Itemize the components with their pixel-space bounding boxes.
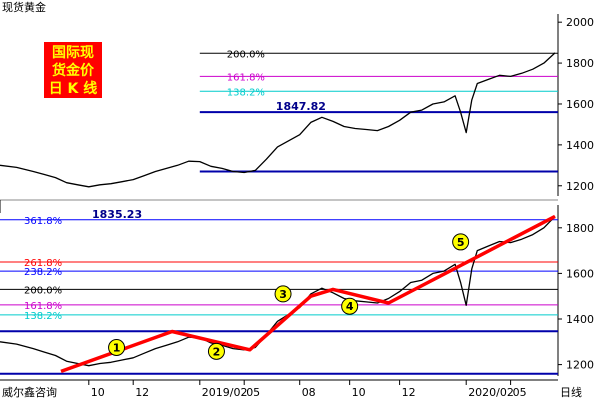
- bottom-level-label-fib161: 161.8%: [24, 301, 62, 312]
- wave-marker-5: [452, 233, 470, 251]
- bottom-y-tick-label: 1600: [566, 267, 594, 280]
- top-panel: 1200 1400 1600 1800 2000 200.0% 161.8% 138.2% 18…: [0, 14, 594, 196]
- trend-line: [60, 214, 556, 374]
- top-level-label-fib200: 200.0%: [227, 49, 265, 60]
- wave-marker-label-2: 2: [213, 345, 221, 358]
- bottom-y-tick-label: 1200: [566, 359, 594, 372]
- wave-marker-4: [341, 297, 359, 315]
- x-tick-label: 05: [246, 386, 260, 399]
- bottom-level-label-fib261: 261.8%: [24, 258, 62, 269]
- wave-marker-3: [274, 285, 292, 303]
- x-tick-label: 10: [352, 386, 366, 399]
- bottom-level-label-fib361: 361.8%: [24, 216, 62, 227]
- x-tick-label: 12: [402, 386, 416, 399]
- x-tick-label: 2020/02: [468, 386, 514, 399]
- x-tick-label: 10: [91, 386, 105, 399]
- bottom-level-label-fib200: 200.0%: [24, 285, 62, 296]
- top-y-tick-label: 2000: [566, 16, 594, 29]
- top-y-tick-label: 1200: [566, 180, 594, 193]
- legend-box-bg: [44, 42, 102, 98]
- top-y-tick-label: 1800: [566, 57, 594, 70]
- bottom-panel: 1200 1400 1600 1800 361.8% 261.8%238.2% 200.0%…: [0, 205, 594, 376]
- chart-title: 现货黄金: [2, 0, 46, 14]
- top-price-line: [0, 52, 556, 188]
- wave-marker-label-5: 5: [457, 236, 465, 249]
- x-tick-label: 05: [513, 386, 527, 399]
- bottom-y-tick-label: 1400: [566, 313, 594, 326]
- wave-marker-label-4: 4: [346, 300, 354, 313]
- top-level-label-fib161: 161.8%: [227, 72, 265, 83]
- wave-marker-label-1: 1: [113, 342, 121, 355]
- bottom-level-label-fib138: 138.2%: [24, 311, 62, 322]
- wave-marker-2: [207, 342, 225, 360]
- legend-box: 国际现 货金价 日 K 线: [44, 42, 102, 98]
- footer-source: 威尔鑫咨询: [2, 385, 57, 399]
- x-tick-label: 08: [302, 386, 316, 399]
- bottom-level-label-fib238: 238.2%: [24, 267, 62, 278]
- legend-box-line-3: 日 K 线: [49, 80, 98, 97]
- top-y-tick-label: 1600: [566, 98, 594, 111]
- x-tick-label: 2019/02: [202, 386, 248, 399]
- top-level-label-fib138: 138.2%: [227, 87, 265, 98]
- bottom-annotation-value: 1835.23: [92, 208, 142, 221]
- wave-marker-label-3: 3: [279, 288, 287, 301]
- top-annotation-value: 1847.82: [276, 100, 326, 113]
- legend-box-line-1: 国际现: [52, 45, 94, 61]
- wave-marker-1: [108, 339, 126, 356]
- top-y-tick-label: 1400: [566, 139, 594, 152]
- bottom-y-tick-label: 1800: [566, 222, 594, 235]
- x-tick-label: 12: [135, 386, 149, 399]
- footer-period: 日线: [560, 385, 582, 399]
- legend-box-line-2: 货金价: [51, 62, 95, 79]
